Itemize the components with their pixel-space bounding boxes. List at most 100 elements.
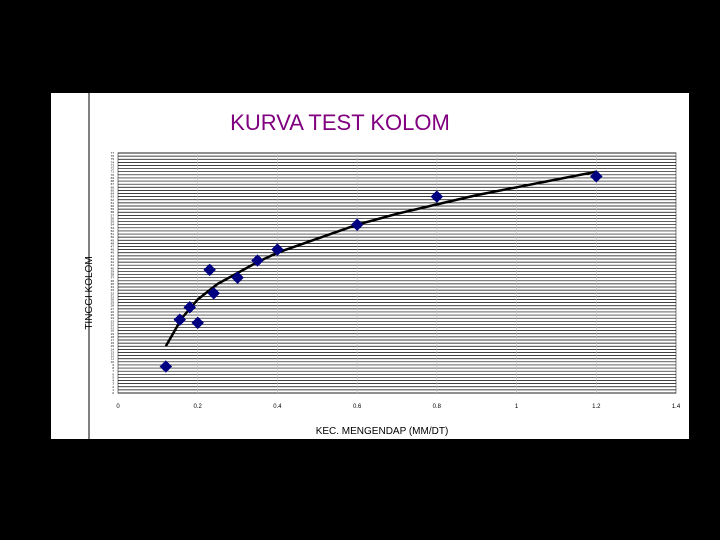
data-point-marker bbox=[191, 316, 205, 330]
y-tick-label: 16 bbox=[111, 341, 115, 345]
data-series bbox=[159, 170, 603, 373]
x-tick-label: 1 bbox=[515, 404, 519, 410]
y-tick-label: 30 bbox=[111, 297, 115, 301]
y-tick-label: 64 bbox=[111, 192, 115, 196]
y-tick-label: 76 bbox=[111, 154, 115, 158]
x-tick-label: 0.6 bbox=[353, 404, 362, 410]
data-point-marker bbox=[271, 243, 284, 256]
data-point-marker bbox=[183, 300, 197, 314]
y-tick-label: 66 bbox=[111, 185, 115, 189]
data-point-marker bbox=[159, 360, 173, 373]
y-tick-label: 44 bbox=[111, 254, 115, 258]
y-tick-label: 25 bbox=[111, 313, 115, 317]
y-tick-label: 63 bbox=[111, 195, 115, 199]
y-tick-label: 11 bbox=[111, 357, 114, 361]
data-point-marker bbox=[350, 218, 364, 232]
y-tick-label: 71 bbox=[111, 170, 115, 174]
y-tick-label: 77 bbox=[111, 151, 115, 155]
y-tick-label: 8 bbox=[112, 366, 114, 370]
y-tick-label: 23 bbox=[111, 319, 115, 323]
y-tick-label: 62 bbox=[111, 198, 115, 202]
chart-panel: KURVA TEST KOLOM 0 1 2 3 4 5 6 7 8 9 10 11 12 13 14 15 1… bbox=[51, 93, 689, 439]
data-point-marker bbox=[430, 190, 444, 203]
y-tick-label: 60 bbox=[111, 204, 115, 208]
data-point-marker bbox=[207, 286, 221, 300]
y-tick-label: 5 bbox=[112, 375, 114, 379]
y-tick-label: 27 bbox=[111, 307, 115, 311]
y-tick-label: 58 bbox=[111, 210, 115, 214]
y-tick-label: 4 bbox=[112, 379, 114, 383]
y-tick-label: 46 bbox=[111, 248, 115, 252]
y-tick-label: 73 bbox=[111, 163, 115, 167]
y-tick-label: 22 bbox=[111, 322, 115, 326]
gridlines bbox=[118, 152, 676, 394]
y-tick-label: 55 bbox=[111, 220, 115, 224]
y-axis-label: TINGGI KOLOM bbox=[84, 256, 95, 329]
y-tick-label: 6 bbox=[112, 372, 114, 376]
y-tick-label: 19 bbox=[111, 332, 115, 336]
y-tick-label: 41 bbox=[111, 263, 115, 267]
y-tick-label: 29 bbox=[111, 301, 115, 305]
y-tick-label: 47 bbox=[111, 245, 115, 249]
y-tick-label: 45 bbox=[111, 251, 115, 255]
y-tick-label: 57 bbox=[111, 213, 115, 217]
y-tick-label: 3 bbox=[112, 382, 114, 386]
y-tick-label: 32 bbox=[111, 291, 115, 295]
y-tick-label: 70 bbox=[111, 173, 115, 177]
y-tick-label: 21 bbox=[111, 326, 115, 330]
y-tick-label: 51 bbox=[111, 232, 115, 236]
x-tick-label: 0 bbox=[116, 404, 120, 410]
y-tick-label: 40 bbox=[111, 266, 115, 270]
y-tick-label: 9 bbox=[112, 363, 114, 367]
y-tick-label: 24 bbox=[111, 316, 115, 320]
y-tick-label: 13 bbox=[111, 350, 115, 354]
y-tick-label: 0 bbox=[112, 391, 114, 395]
trendline-curve bbox=[164, 170, 597, 347]
y-tick-label: 10 bbox=[111, 360, 115, 364]
y-tick-label: 49 bbox=[111, 238, 115, 242]
y-tick-label: 26 bbox=[111, 310, 115, 314]
y-tick-label: 39 bbox=[111, 269, 115, 273]
y-tick-label: 75 bbox=[111, 157, 115, 161]
y-tick-label: 28 bbox=[111, 304, 115, 308]
x-tick-label: 1.2 bbox=[592, 404, 601, 410]
y-tick-label: 53 bbox=[111, 226, 115, 230]
y-tick-label: 43 bbox=[111, 257, 115, 261]
y-tick-label: 35 bbox=[111, 282, 115, 286]
y-tick-label: 14 bbox=[111, 347, 115, 351]
chart-canvas: KURVA TEST KOLOM 01234567891011121314151… bbox=[84, 93, 681, 439]
x-axis-label: KEC. MENGENDAP (MM/DT) bbox=[316, 426, 449, 437]
y-tick-labels: 0123456789101112131415161718192021222324… bbox=[111, 151, 115, 395]
y-tick-label: 54 bbox=[111, 223, 115, 227]
x-tick-label: 0.2 bbox=[194, 404, 203, 410]
x-tick-label: 0.8 bbox=[433, 404, 442, 410]
y-tick-label: 50 bbox=[111, 235, 115, 239]
y-tick-label: 74 bbox=[111, 160, 115, 164]
y-tick-label: 12 bbox=[111, 354, 115, 358]
x-tick-label: 0.4 bbox=[273, 404, 282, 410]
y-tick-label: 20 bbox=[111, 329, 115, 333]
y-tick-label: 59 bbox=[111, 207, 115, 211]
y-tick-label: 56 bbox=[111, 216, 115, 220]
x-tick-label: 1.4 bbox=[672, 404, 681, 410]
y-tick-label: 42 bbox=[111, 260, 115, 264]
y-tick-label: 15 bbox=[111, 344, 115, 348]
y-tick-label: 17 bbox=[111, 338, 115, 342]
y-tick-label: 48 bbox=[111, 241, 115, 245]
y-tick-label: 34 bbox=[111, 285, 115, 289]
y-tick-label: 1 bbox=[112, 388, 114, 392]
y-tick-label: 7 bbox=[112, 369, 114, 373]
data-point-marker bbox=[173, 313, 187, 327]
y-tick-label: 65 bbox=[111, 188, 115, 192]
x-tick-labels: 0 0.2 0.4 0.6 0.8 1 1.2 1.4 bbox=[116, 404, 681, 410]
y-tick-label: 52 bbox=[111, 229, 115, 233]
y-tick-label: 36 bbox=[111, 279, 115, 283]
y-tick-label: 33 bbox=[111, 288, 115, 292]
y-tick-label: 67 bbox=[111, 182, 115, 186]
y-tick-label: 18 bbox=[111, 335, 115, 339]
y-tick-label: 61 bbox=[111, 201, 115, 205]
y-tick-label: 72 bbox=[111, 167, 115, 171]
data-point-marker bbox=[589, 170, 603, 183]
data-point-marker bbox=[231, 271, 244, 285]
y-tick-label: 38 bbox=[111, 273, 115, 277]
